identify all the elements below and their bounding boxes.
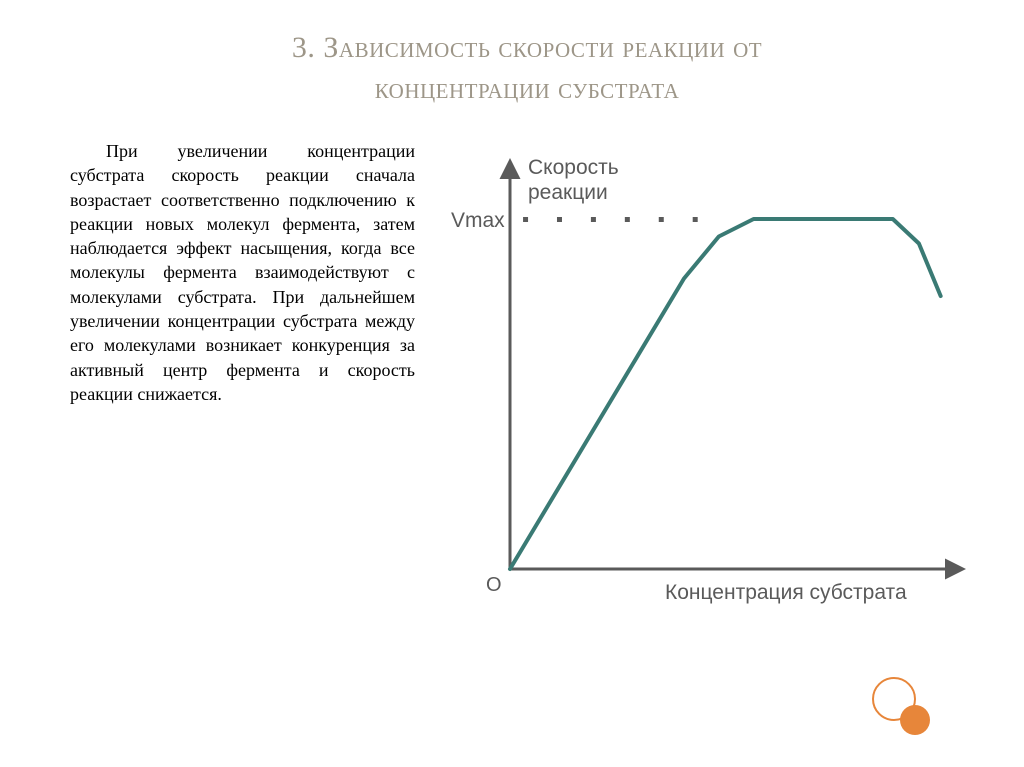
slide-title: 3. Зависимость скорости реакции от конце… — [70, 28, 984, 109]
slide-number: 3. — [292, 31, 316, 64]
vmax-dot — [625, 217, 630, 222]
vmax-dot — [659, 217, 664, 222]
y-axis-label-1: Скорость — [528, 156, 619, 179]
x-axis-label: Концентрация субстрата — [665, 581, 907, 604]
vmax-dot — [693, 217, 698, 222]
slide-container: 3. Зависимость скорости реакции от конце… — [0, 0, 1024, 767]
corner-decoration — [864, 669, 924, 729]
vmax-dot — [557, 217, 562, 222]
vmax-dot — [591, 217, 596, 222]
saturation-chart: Скоростьреакции Концентрация субстрата Vma… — [445, 139, 975, 619]
content-row: При увеличении концентрации субстрата ск… — [70, 139, 984, 619]
vmax-label: Vmax — [451, 209, 505, 232]
title-line-1: Зависимость скорости реакции от — [323, 31, 762, 64]
deco-dot-icon — [900, 705, 930, 735]
saturation-curve — [510, 219, 941, 569]
body-paragraph: При увеличении концентрации субстрата ск… — [70, 139, 415, 406]
origin-label: O — [486, 574, 502, 596]
y-axis-label-2: реакции — [528, 181, 608, 204]
title-line-2: концентрации субстрата — [375, 72, 680, 105]
chart-svg: Скоростьреакции Концентрация субстрата Vma… — [445, 139, 975, 619]
vmax-dot — [523, 217, 528, 222]
